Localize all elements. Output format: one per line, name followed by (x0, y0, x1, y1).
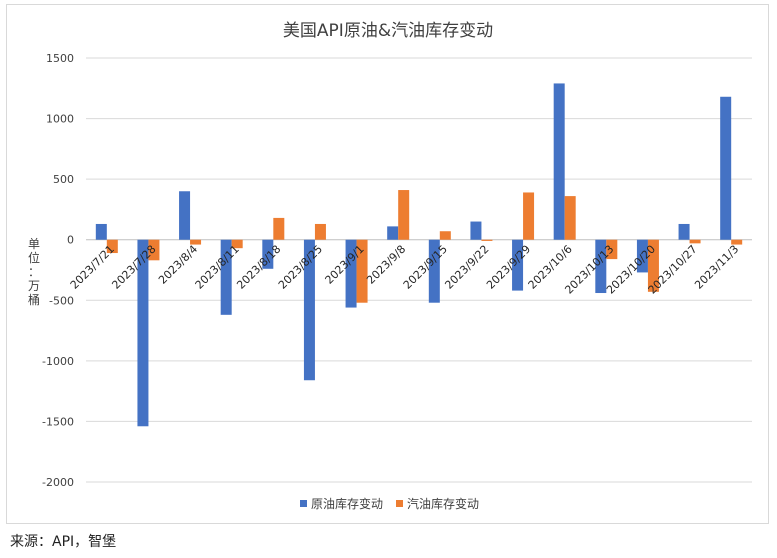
y-axis-label: 单位：万桶 (28, 237, 40, 307)
x-tick-label: 2023/8/11 (193, 243, 242, 292)
bar-chart: 美国API原油&汽油库存变动 -2000 -1500 -1000 -500 0 500 10… (28, 21, 752, 511)
y-tick-labels: -2000 -1500 -1000 -500 0 500 1000 1500 (42, 52, 74, 489)
bar-crude (470, 221, 482, 240)
x-tick-label: 2023/7/21 (68, 243, 117, 292)
bar-gasoline (523, 192, 535, 240)
bar-crude (512, 239, 524, 291)
y-tick-label: 1000 (46, 113, 74, 126)
bar-crude (595, 239, 607, 294)
y-tick-label: 1500 (46, 52, 74, 65)
bar-crude (345, 239, 357, 308)
x-tick-label: 2023/8/25 (276, 243, 325, 292)
bar-gasoline (273, 217, 285, 240)
bar-gasoline (606, 239, 618, 260)
bar-crude (720, 96, 732, 240)
bar-gasoline (647, 239, 659, 292)
bar-gasoline (481, 239, 493, 241)
bar-crude (220, 239, 232, 315)
legend-swatch (396, 500, 403, 507)
y-axis-label-char: 万 (28, 279, 40, 293)
legend-swatch (300, 500, 307, 507)
bar-crude (179, 191, 191, 240)
x-tick-label: 2023/8/4 (156, 243, 200, 287)
y-tick-label: -2000 (42, 476, 74, 489)
y-tick-label: -500 (49, 294, 74, 307)
y-axis-label-char: ： (28, 265, 40, 279)
legend-label: 汽油库存变动 (407, 496, 479, 511)
y-axis-label-char: 单 (28, 237, 40, 251)
bar-crude (95, 223, 107, 240)
bar-gasoline (190, 239, 202, 245)
bar-gasoline (314, 223, 326, 240)
x-tick-label: 2023/8/18 (234, 243, 283, 292)
bar-crude (137, 239, 149, 427)
bar-crude (678, 223, 690, 240)
bar-crude (636, 239, 648, 273)
x-tick-label: 2023/11/3 (692, 243, 741, 292)
source-note: 来源：API，智堡 (10, 534, 117, 550)
bar-crude (553, 83, 565, 240)
y-tick-label: -1500 (42, 415, 74, 428)
x-tick-label: 2023/9/22 (442, 243, 491, 292)
x-tick-label: 2023/9/29 (484, 243, 533, 292)
legend-label: 原油库存变动 (311, 496, 383, 511)
y-tick-label: -1000 (42, 355, 74, 368)
bar-gasoline (106, 239, 118, 254)
y-axis-label-char: 位 (28, 250, 40, 265)
bar-gasoline (731, 239, 743, 245)
y-tick-label: 500 (53, 173, 74, 186)
bar-gasoline (439, 231, 451, 240)
y-axis-label-char: 桶 (28, 292, 40, 307)
bar-gasoline (148, 239, 160, 261)
bar-crude (303, 239, 315, 381)
y-tick-label: 0 (67, 234, 74, 247)
bar-gasoline (356, 239, 368, 303)
bar-crude (387, 226, 399, 240)
x-tick-label: 2023/9/8 (364, 243, 408, 287)
bar-gasoline (564, 196, 576, 240)
bar-crude (428, 239, 440, 303)
bar-gasoline (398, 190, 410, 240)
bar-crude (262, 239, 274, 269)
bars (95, 83, 743, 427)
legend: 原油库存变动 汽油库存变动 (300, 496, 479, 511)
chart-title: 美国API原油&汽油库存变动 (283, 21, 493, 41)
bar-gasoline (689, 239, 701, 244)
bar-gasoline (231, 239, 243, 249)
x-tick-label: 2023/9/15 (401, 243, 450, 292)
